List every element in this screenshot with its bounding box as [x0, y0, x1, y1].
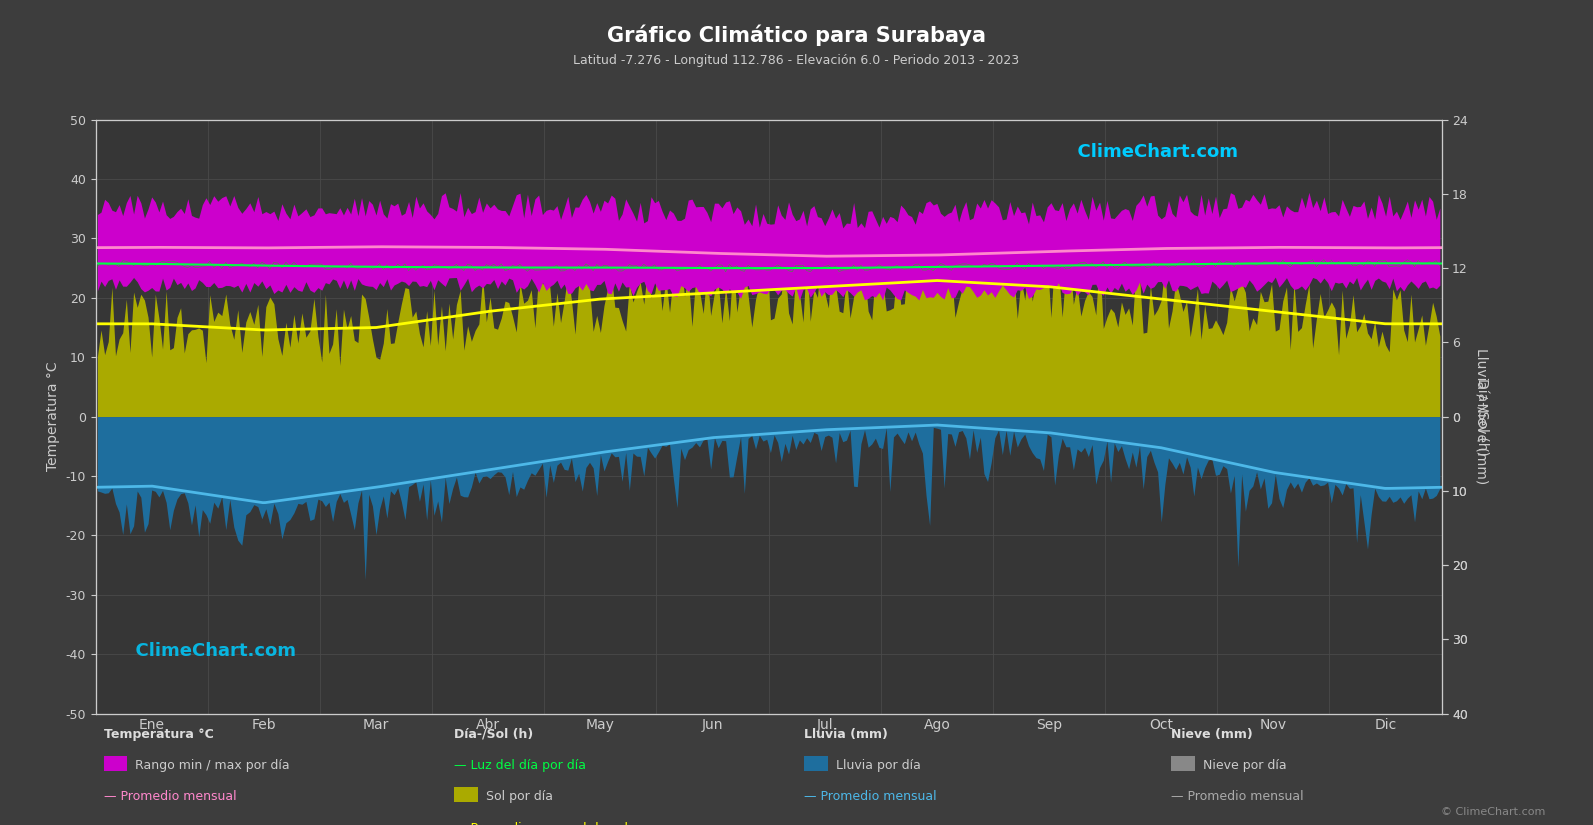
Text: — Promedio mensual de sol: — Promedio mensual de sol: [454, 822, 628, 825]
Text: Rango min / max por día: Rango min / max por día: [135, 759, 290, 772]
Text: ClimeChart.com: ClimeChart.com: [1064, 144, 1238, 162]
Text: ClimeChart.com: ClimeChart.com: [123, 643, 296, 660]
Text: Latitud -7.276 - Longitud 112.786 - Elevación 6.0 - Periodo 2013 - 2023: Latitud -7.276 - Longitud 112.786 - Elev…: [573, 54, 1020, 67]
Text: — Promedio mensual: — Promedio mensual: [104, 790, 236, 804]
Text: Nieve por día: Nieve por día: [1203, 759, 1286, 772]
Text: Lluvia (mm): Lluvia (mm): [804, 728, 889, 741]
Text: Día-/Sol (h): Día-/Sol (h): [454, 728, 534, 741]
Text: — Promedio mensual: — Promedio mensual: [1171, 790, 1303, 804]
Text: Temperatura °C: Temperatura °C: [104, 728, 213, 741]
Text: Nieve (mm): Nieve (mm): [1171, 728, 1252, 741]
Text: Sol por día: Sol por día: [486, 790, 553, 804]
Y-axis label: Lluvia / Nieve (mm): Lluvia / Nieve (mm): [1475, 348, 1489, 485]
Y-axis label: Día-/Sol (h): Día-/Sol (h): [1475, 378, 1489, 455]
Text: Gráfico Climático para Surabaya: Gráfico Climático para Surabaya: [607, 25, 986, 46]
Text: — Promedio mensual: — Promedio mensual: [804, 790, 937, 804]
Text: — Luz del día por día: — Luz del día por día: [454, 759, 586, 772]
Text: © ClimeChart.com: © ClimeChart.com: [1440, 807, 1545, 817]
Y-axis label: Temperatura °C: Temperatura °C: [46, 362, 61, 471]
Text: Lluvia por día: Lluvia por día: [836, 759, 921, 772]
